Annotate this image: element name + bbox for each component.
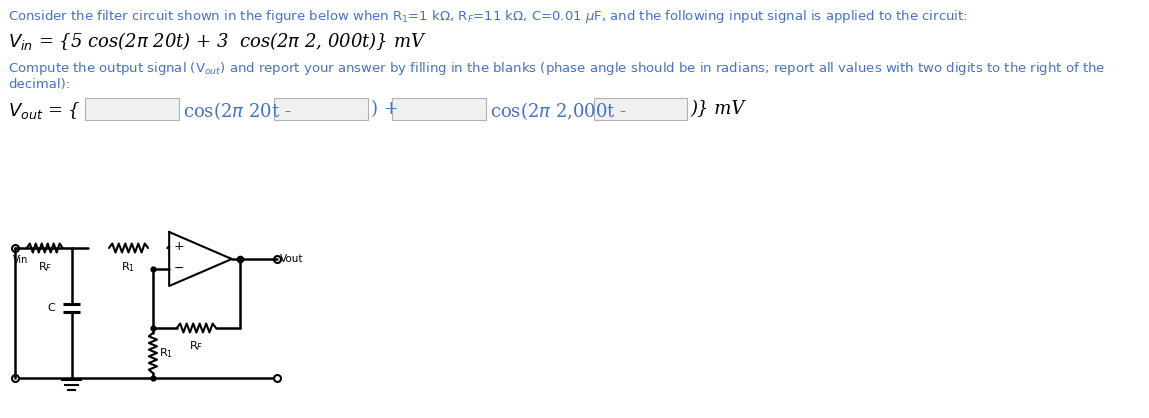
Text: cos(2$\pi$ 2,000t -: cos(2$\pi$ 2,000t - — [489, 100, 626, 122]
FancyBboxPatch shape — [392, 98, 486, 120]
Text: Vout: Vout — [280, 254, 303, 264]
FancyBboxPatch shape — [85, 98, 179, 120]
FancyBboxPatch shape — [275, 98, 368, 120]
Text: R$_1$: R$_1$ — [160, 346, 173, 360]
Text: −: − — [173, 262, 185, 275]
Text: )} mV: )} mV — [691, 100, 745, 118]
Text: ) +: ) + — [371, 100, 399, 118]
Text: Compute the output signal (V$_{out}$) and report your answer by filling in the b: Compute the output signal (V$_{out}$) an… — [8, 60, 1105, 77]
Text: $V_{out}$ = {: $V_{out}$ = { — [8, 100, 80, 121]
Text: R$_F$: R$_F$ — [190, 339, 203, 353]
Text: $V_{in}$ = {5 cos(2$\pi$ 20t) + 3  cos(2$\pi$ 2, 000t)} mV: $V_{in}$ = {5 cos(2$\pi$ 20t) + 3 cos(2$… — [8, 30, 426, 52]
Text: decimal):: decimal): — [8, 78, 70, 91]
FancyBboxPatch shape — [594, 98, 687, 120]
Text: Consider the filter circuit shown in the figure below when R$_1$=1 k$\Omega$, R$: Consider the filter circuit shown in the… — [8, 8, 967, 25]
Text: C: C — [47, 303, 55, 313]
Text: +: + — [173, 240, 185, 253]
Text: R$_1$: R$_1$ — [122, 260, 136, 274]
Text: Vin: Vin — [13, 255, 29, 265]
Text: R$_F$: R$_F$ — [38, 260, 52, 274]
Text: cos(2$\pi$ 20t -: cos(2$\pi$ 20t - — [183, 100, 292, 122]
